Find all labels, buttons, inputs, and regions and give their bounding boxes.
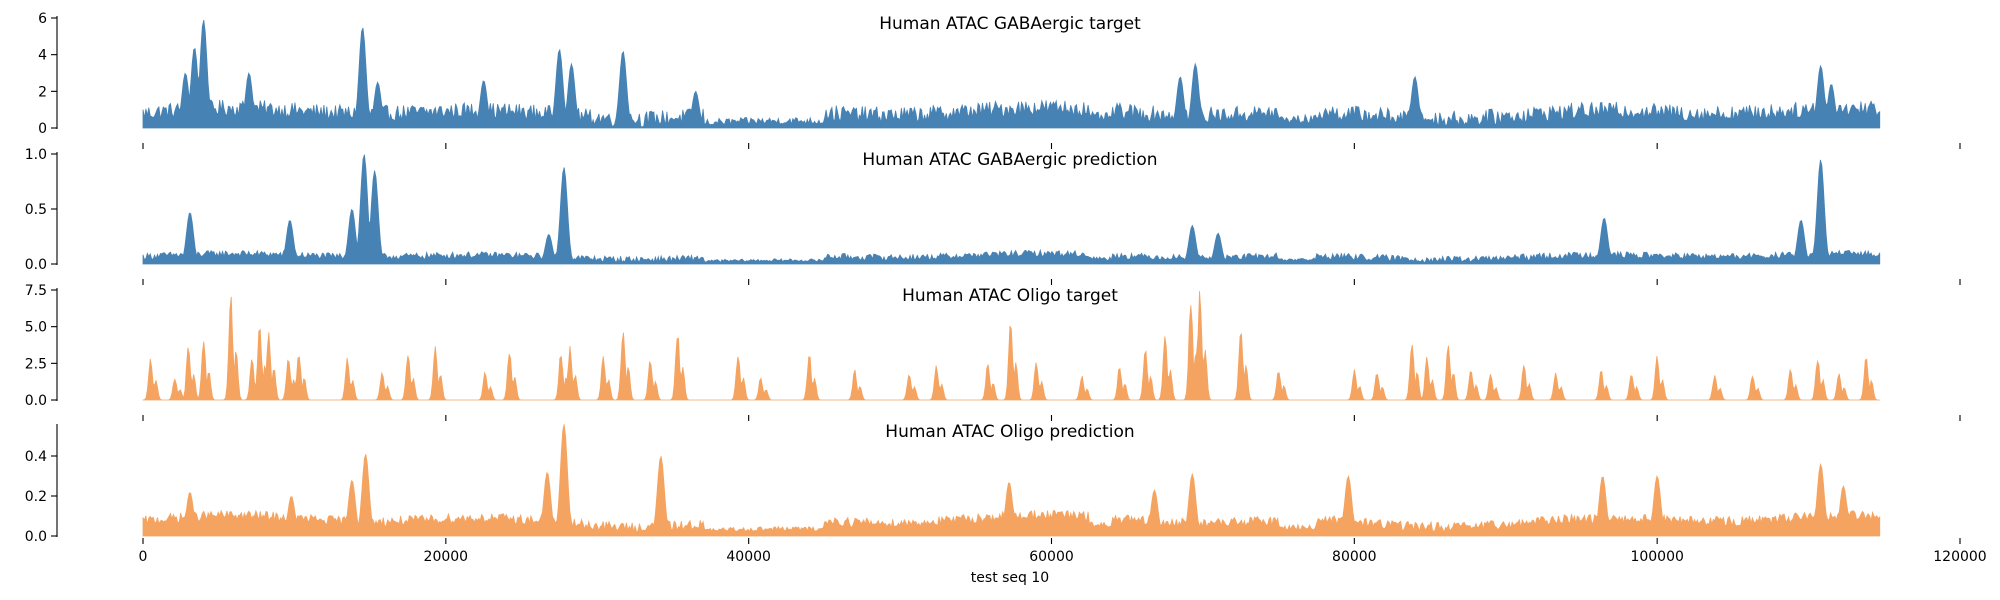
- y-tick-label: 1.0: [25, 147, 47, 163]
- y-tick-label: 4: [38, 48, 47, 64]
- x-tick-label: 20000: [424, 549, 469, 565]
- series-area-3: [142, 291, 1880, 401]
- y-tick-label: 0.0: [25, 257, 47, 273]
- x-tick-label: 60000: [1029, 549, 1074, 565]
- y-tick-label: 0.0: [25, 529, 47, 545]
- panel-title: Human ATAC GABAergic prediction: [862, 150, 1157, 170]
- y-tick-label: 0.0: [25, 393, 47, 409]
- panel-4: 0.0 0.2 0.4 Human ATAC Oligo prediction: [25, 422, 1961, 545]
- series-area-4: [142, 424, 1881, 537]
- y-tick-label: 2: [38, 84, 47, 100]
- x-tick-label: 120000: [1933, 549, 1986, 565]
- x-tick-label: 40000: [726, 549, 771, 565]
- panel-title: Human ATAC GABAergic target: [879, 14, 1141, 34]
- panel-title: Human ATAC Oligo target: [902, 286, 1118, 306]
- x-tick-label: 100000: [1630, 549, 1683, 565]
- y-tick-label: 0: [38, 121, 47, 137]
- y-tick-label: 5.0: [25, 320, 47, 336]
- y-tick-label: 0.2: [25, 489, 47, 505]
- x-axis-label: test seq 10: [971, 570, 1049, 586]
- y-tick-label: 0.5: [25, 202, 47, 218]
- series-area-2: [142, 154, 1881, 265]
- y-tick-label: 7.5: [25, 283, 47, 299]
- x-tick-label: 80000: [1332, 549, 1377, 565]
- panel-2: 0.0 0.5 1.0 Human ATAC GABAergic prediction: [25, 147, 1961, 285]
- series-area-1: [142, 19, 1881, 129]
- y-tick-label: 0.4: [25, 449, 47, 465]
- x-tick-label: 0: [139, 549, 148, 565]
- y-tick-label: 6: [38, 11, 47, 27]
- panel-1: 0 2 4 6 Human ATAC GABAergic target: [38, 11, 1961, 149]
- y-tick-label: 2.5: [25, 356, 47, 372]
- panel-3: 0.0 2.5 5.0 7.5 Human ATAC Oligo target: [25, 283, 1961, 421]
- panel-title: Human ATAC Oligo prediction: [885, 422, 1134, 442]
